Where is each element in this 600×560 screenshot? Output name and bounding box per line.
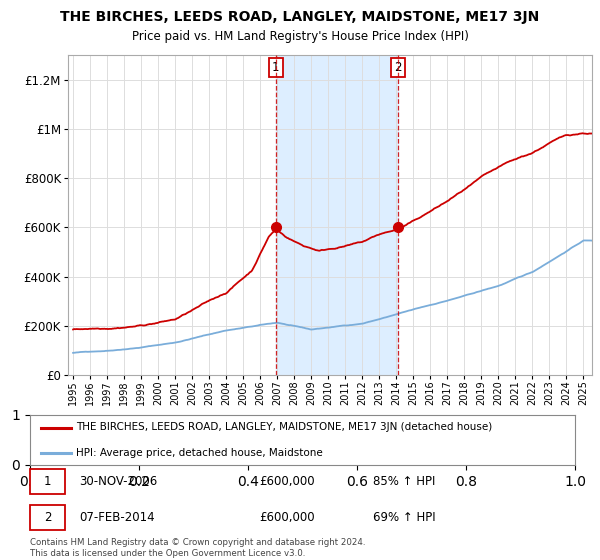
Text: HPI: Average price, detached house, Maidstone: HPI: Average price, detached house, Maid… xyxy=(76,447,323,458)
Bar xyxy=(276,55,398,375)
Text: £600,000: £600,000 xyxy=(259,475,314,488)
Text: 85% ↑ HPI: 85% ↑ HPI xyxy=(373,475,436,488)
Text: THE BIRCHES, LEEDS ROAD, LANGLEY, MAIDSTONE, ME17 3JN: THE BIRCHES, LEEDS ROAD, LANGLEY, MAIDST… xyxy=(61,10,539,24)
Text: This data is licensed under the Open Government Licence v3.0.: This data is licensed under the Open Gov… xyxy=(30,549,305,558)
Text: 2: 2 xyxy=(394,60,402,73)
Text: 30-NOV-2006: 30-NOV-2006 xyxy=(79,475,157,488)
Text: Contains HM Land Registry data © Crown copyright and database right 2024.: Contains HM Land Registry data © Crown c… xyxy=(30,538,365,547)
Text: 1: 1 xyxy=(272,60,280,73)
Text: 1: 1 xyxy=(44,475,51,488)
Text: 69% ↑ HPI: 69% ↑ HPI xyxy=(373,511,436,524)
Text: 07-FEB-2014: 07-FEB-2014 xyxy=(79,511,155,524)
Text: 2: 2 xyxy=(44,511,51,524)
FancyBboxPatch shape xyxy=(30,505,65,530)
Text: £600,000: £600,000 xyxy=(259,511,314,524)
Text: Price paid vs. HM Land Registry's House Price Index (HPI): Price paid vs. HM Land Registry's House … xyxy=(131,30,469,43)
Text: THE BIRCHES, LEEDS ROAD, LANGLEY, MAIDSTONE, ME17 3JN (detached house): THE BIRCHES, LEEDS ROAD, LANGLEY, MAIDST… xyxy=(76,422,493,432)
FancyBboxPatch shape xyxy=(30,469,65,494)
